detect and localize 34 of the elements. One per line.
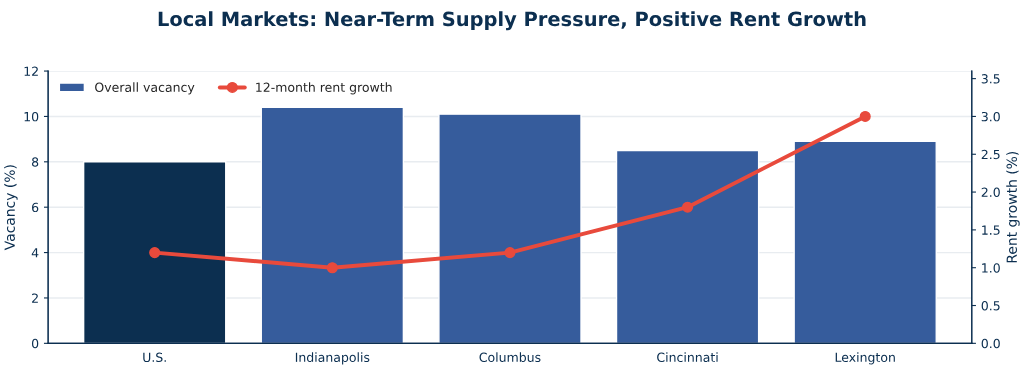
y-tick-label: 0 [31,338,39,349]
y-tick-label: 8 [31,157,39,167]
x-tick-label: Lexington [835,352,895,365]
y-tick-label: 12 [24,66,38,76]
point [859,110,871,122]
y-tick-label: 4 [31,248,39,258]
legend-label: Overall vacancy [95,82,195,95]
bar [615,149,760,344]
bar [438,113,582,344]
point [326,262,338,274]
x-tick-label: Indianapolis [295,352,370,365]
y2-tick-label: 1.0 [982,263,1000,273]
y2-tick-label: 2.0 [981,187,1000,197]
y2-tick-label: 2.5 [981,149,1000,160]
y-tick-label: 2 [32,293,38,303]
chart-title: Local Markets: Near-Term Supply Pressure, Positive Rent Growth [158,11,866,31]
point [682,201,694,213]
x-tick-label: U.S. [143,352,166,363]
y-tick-label: 10 [24,111,39,122]
y2-tick-label: 0.0 [981,338,1000,349]
point [504,247,516,259]
y-tick-label: 6 [32,202,39,213]
x-tick-label: Cincinnati [657,352,718,363]
y2-tick-label: 3.0 [981,111,1000,122]
y2-axis-title: Rent growth (%) [1006,151,1020,263]
point [149,247,161,259]
y2-tick-label: 1.5 [982,225,1000,235]
bar [793,140,937,344]
x-tick-label: Columbus [479,352,541,363]
y2-tick-label: 0.5 [981,300,1000,311]
y2-tick-label: 3.5 [981,74,1000,84]
bar [260,106,405,344]
y-axis-title: Vacancy (%) [4,165,18,251]
legend-label: 12-month rent growth [256,82,392,95]
